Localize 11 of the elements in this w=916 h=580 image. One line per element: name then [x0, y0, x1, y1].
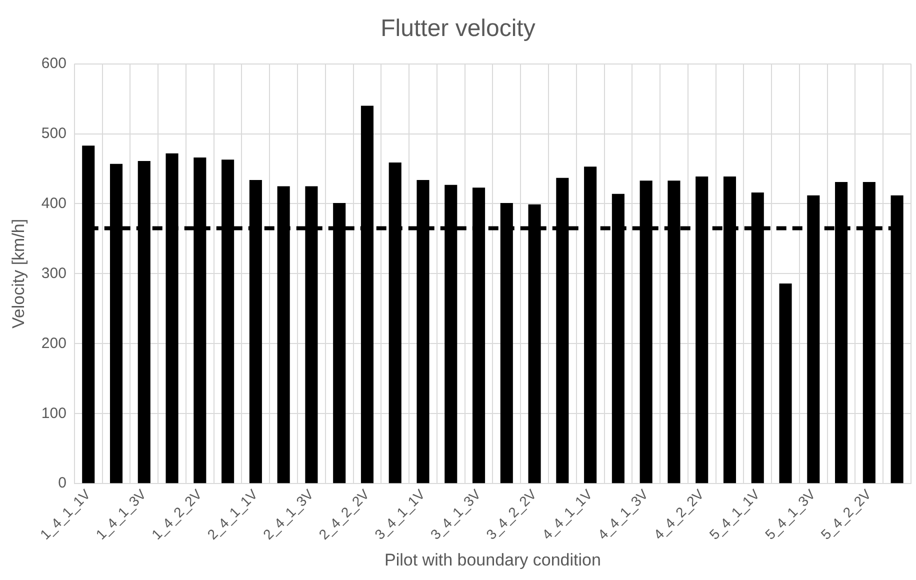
y-tick-label: 600: [41, 54, 66, 72]
y-tick-label: 500: [41, 124, 66, 142]
chart-title: Flutter velocity: [380, 15, 536, 42]
y-tick-label: 200: [41, 334, 66, 352]
y-tick-label: 300: [41, 264, 66, 282]
bar: [779, 283, 792, 484]
x-axis-title: Pilot with boundary condition: [384, 550, 601, 570]
y-tick-label: 400: [41, 194, 66, 212]
y-tick-label: 100: [41, 404, 66, 422]
y-tick-label: 0: [58, 474, 66, 492]
y-axis-title: Velocity [km/h]: [8, 218, 28, 328]
